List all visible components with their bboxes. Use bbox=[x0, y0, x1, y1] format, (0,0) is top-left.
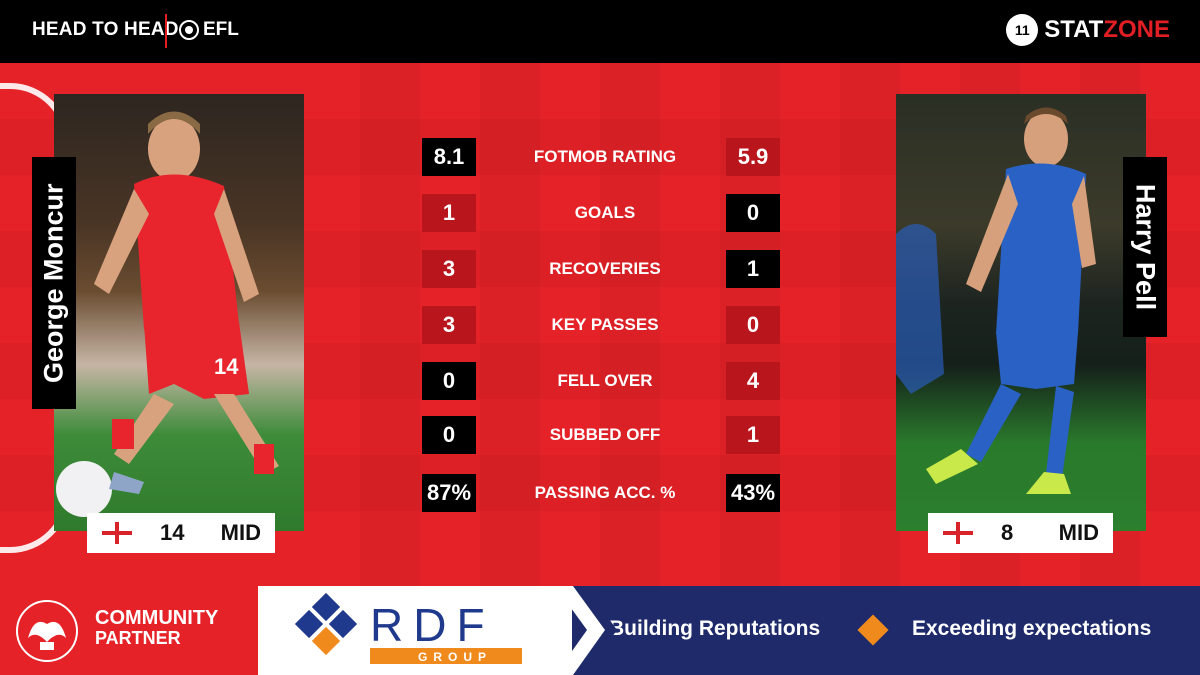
stat-label: RECOVERIES bbox=[549, 258, 661, 278]
efl-ball-icon bbox=[179, 20, 199, 40]
stat-label: SUBBED OFF bbox=[549, 424, 661, 444]
player-position-right: MID bbox=[1058, 520, 1099, 545]
community-partner-line1: COMMUNITY bbox=[95, 607, 219, 629]
stat-value-right: 43% bbox=[726, 474, 780, 512]
player-figure-right bbox=[896, 107, 1096, 494]
stat-label: GOALS bbox=[574, 202, 636, 222]
stat-label: FELL OVER bbox=[557, 370, 653, 390]
header-divider bbox=[165, 14, 167, 48]
rdf-logo-text: RDF bbox=[370, 599, 495, 651]
rdf-logo: RDF GROUP bbox=[294, 592, 522, 664]
stat-label: FOTMOB RATING bbox=[533, 146, 677, 166]
stat-value-left: 8.1 bbox=[422, 138, 476, 176]
stat-value-right: 1 bbox=[726, 416, 780, 454]
statzone-zone-text: ZONE bbox=[1103, 16, 1170, 43]
community-partner-line2: PARTNER bbox=[95, 628, 181, 648]
slogan-building: Building Reputations bbox=[609, 617, 821, 640]
sponsor-panel: RDF GROUP bbox=[258, 586, 572, 675]
slogan-panel: Building Reputations Exceeding expectati… bbox=[572, 586, 1200, 675]
stat-value-left: 0 bbox=[422, 416, 476, 454]
england-flag-icon bbox=[943, 522, 973, 544]
stat-value-right: 0 bbox=[726, 306, 780, 344]
player-name-right: Harry Pell bbox=[1123, 157, 1167, 337]
stat-row: 0 FELL OVER 4 bbox=[0, 362, 1200, 402]
club-crest-icon bbox=[16, 600, 78, 662]
stat-row: 3 RECOVERIES 1 bbox=[0, 250, 1200, 290]
slogan-exceeding: Exceeding expectations bbox=[912, 617, 1152, 640]
player-photo-right bbox=[896, 94, 1146, 531]
stat-value-right: 5.9 bbox=[726, 138, 780, 176]
bg-column bbox=[360, 63, 420, 586]
stat-row: 0 SUBBED OFF 1 bbox=[0, 416, 1200, 456]
community-partner-panel: COMMUNITY PARTNER bbox=[0, 586, 258, 675]
statzone-icon: 11 bbox=[1006, 14, 1039, 46]
statzone-stat-text: STAT bbox=[1044, 16, 1104, 43]
stat-row: 8.1 FOTMOB RATING 5.9 bbox=[0, 138, 1200, 178]
stat-value-right: 1 bbox=[726, 250, 780, 288]
rdf-logo-subtext: GROUP bbox=[418, 650, 492, 664]
stat-value-right: 0 bbox=[726, 194, 780, 232]
stat-label: PASSING ACC. % bbox=[534, 482, 676, 502]
stat-value-left: 87% bbox=[422, 474, 476, 512]
top-bar: HEAD TO HEAD EFL 11 STATZONE bbox=[0, 0, 1200, 63]
stat-value-left: 3 bbox=[422, 306, 476, 344]
stat-label: KEY PASSES bbox=[551, 314, 659, 334]
england-flag-icon bbox=[102, 522, 132, 544]
header-title: HEAD TO HEAD bbox=[32, 19, 179, 40]
stat-row: 3 KEY PASSES 0 bbox=[0, 306, 1200, 346]
bg-column bbox=[480, 63, 540, 586]
svg-text:14: 14 bbox=[214, 354, 239, 379]
player-info-left: 14 MID bbox=[87, 513, 275, 553]
community-partner-text: COMMUNITY PARTNER bbox=[95, 608, 218, 648]
bg-column bbox=[840, 63, 900, 586]
statzone-logo: 11 STATZONE bbox=[1006, 14, 1170, 46]
stat-value-left: 3 bbox=[422, 250, 476, 288]
efl-logo: EFL bbox=[179, 19, 239, 41]
chevron-stripe bbox=[555, 586, 617, 675]
player-photo-left: 14 bbox=[54, 94, 304, 531]
stat-row: 87% PASSING ACC. % 43% bbox=[0, 474, 1200, 514]
player-figure-left: 14 bbox=[56, 111, 279, 517]
player-info-right: 8 MID bbox=[928, 513, 1113, 553]
stat-value-right: 4 bbox=[726, 362, 780, 400]
stat-value-left: 1 bbox=[422, 194, 476, 232]
player-position-left: MID bbox=[220, 520, 261, 545]
player-number-right: 8 bbox=[1001, 520, 1014, 545]
footer-bar: COMMUNITY PARTNER RDF GROUP Building Rep… bbox=[0, 586, 1200, 675]
player-number-left: 14 bbox=[160, 520, 185, 545]
stat-row: 1 GOALS 0 bbox=[0, 194, 1200, 234]
efl-text: EFL bbox=[203, 19, 239, 40]
orange-diamond-icon bbox=[857, 614, 889, 646]
stat-value-left: 0 bbox=[422, 362, 476, 400]
bg-column bbox=[600, 63, 660, 586]
